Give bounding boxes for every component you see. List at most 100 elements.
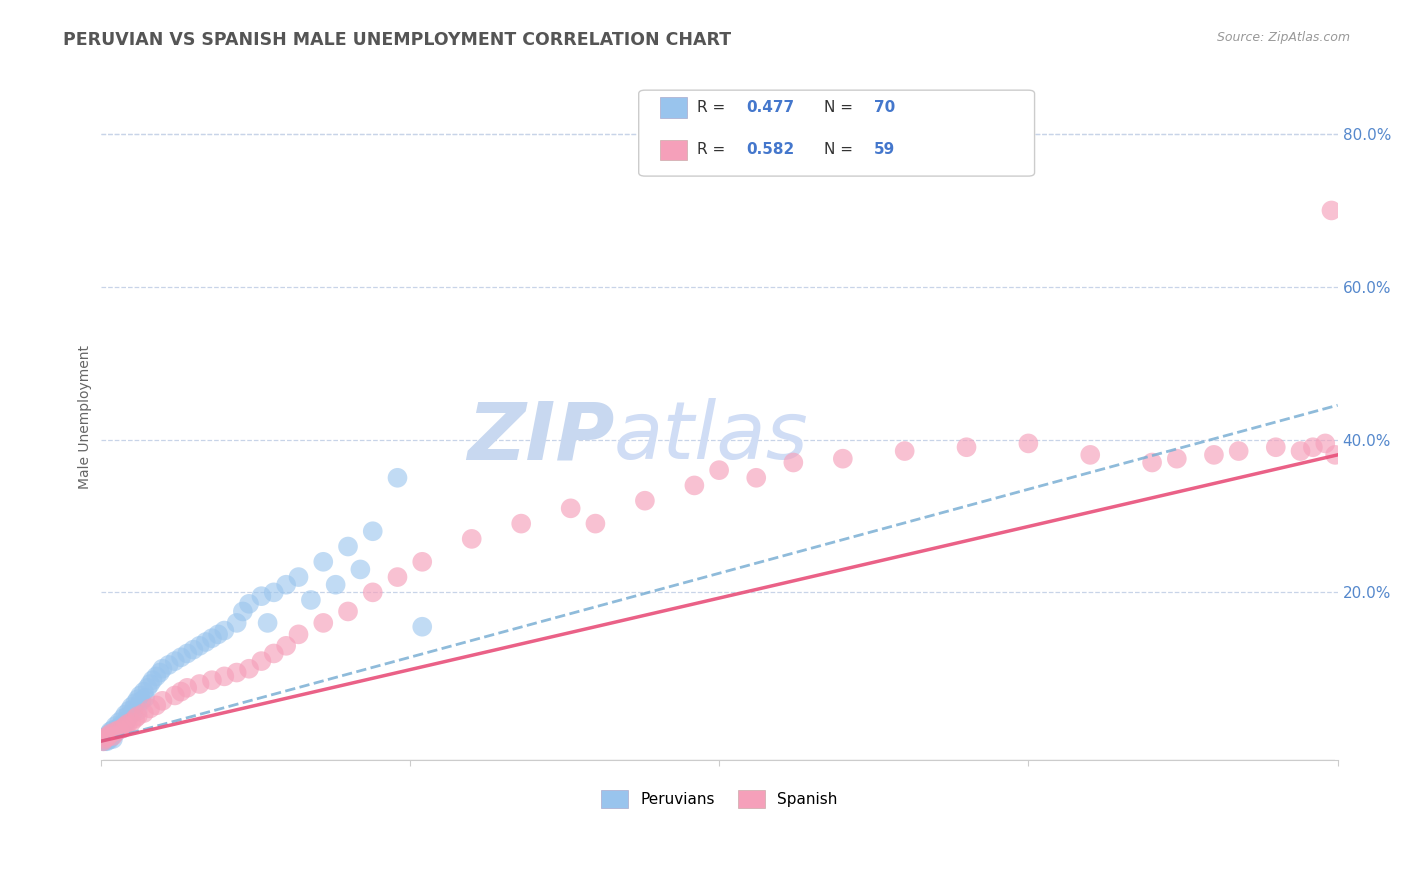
Text: Source: ZipAtlas.com: Source: ZipAtlas.com xyxy=(1216,31,1350,45)
Point xyxy=(411,620,433,634)
Point xyxy=(287,570,309,584)
Point xyxy=(142,673,165,688)
Point xyxy=(188,639,211,653)
Point xyxy=(107,721,129,735)
Point xyxy=(98,732,121,747)
Point xyxy=(387,570,409,584)
Point xyxy=(157,657,180,672)
Point xyxy=(1320,203,1343,218)
FancyBboxPatch shape xyxy=(659,97,688,118)
Point xyxy=(100,729,122,743)
Point xyxy=(127,709,149,723)
Point xyxy=(124,711,146,725)
Point xyxy=(96,731,118,745)
Point xyxy=(100,731,122,745)
Point xyxy=(312,615,335,630)
Point xyxy=(96,731,118,745)
Point xyxy=(299,593,322,607)
Point xyxy=(111,711,134,725)
Text: 70: 70 xyxy=(873,100,896,115)
Point xyxy=(129,689,152,703)
Point xyxy=(132,706,155,720)
Point xyxy=(176,647,198,661)
Point xyxy=(201,673,224,688)
Point xyxy=(108,723,131,737)
Point xyxy=(183,642,205,657)
Point xyxy=(194,635,217,649)
Point xyxy=(634,493,657,508)
Point xyxy=(1202,448,1225,462)
Point xyxy=(110,719,132,733)
Point xyxy=(101,731,124,746)
Point xyxy=(707,463,730,477)
Point xyxy=(387,471,409,485)
Point xyxy=(118,704,141,718)
Point xyxy=(176,681,198,695)
Point xyxy=(139,701,162,715)
Point xyxy=(276,639,298,653)
Point xyxy=(232,604,254,618)
Point xyxy=(98,726,121,740)
Point xyxy=(683,478,706,492)
Point xyxy=(583,516,606,531)
Point xyxy=(127,704,149,718)
Point xyxy=(1140,456,1163,470)
Point xyxy=(312,555,335,569)
Point xyxy=(111,721,134,735)
Point xyxy=(96,734,118,748)
Point xyxy=(510,516,533,531)
Point xyxy=(893,444,915,458)
Point xyxy=(201,631,224,645)
Point xyxy=(91,734,114,748)
Point xyxy=(117,716,139,731)
Point xyxy=(163,654,186,668)
Point xyxy=(170,650,193,665)
Point xyxy=(263,647,285,661)
Point xyxy=(287,627,309,641)
Point xyxy=(955,440,977,454)
Point xyxy=(170,684,193,698)
Point xyxy=(149,665,172,680)
Point xyxy=(100,724,122,739)
Point xyxy=(163,689,186,703)
Point xyxy=(114,719,136,733)
Point xyxy=(93,734,115,748)
Point xyxy=(831,451,853,466)
Point xyxy=(101,729,124,743)
Point xyxy=(1078,448,1101,462)
Point xyxy=(127,692,149,706)
Point xyxy=(461,532,484,546)
FancyBboxPatch shape xyxy=(659,140,688,161)
Point xyxy=(188,677,211,691)
Point xyxy=(250,589,273,603)
Point xyxy=(145,669,167,683)
Point xyxy=(256,615,278,630)
Text: 0.477: 0.477 xyxy=(747,100,794,115)
Point xyxy=(122,701,145,715)
Point xyxy=(97,731,120,746)
Point xyxy=(152,662,174,676)
Point xyxy=(136,681,159,695)
Point xyxy=(1324,448,1347,462)
Point xyxy=(325,578,347,592)
FancyBboxPatch shape xyxy=(638,90,1035,176)
Text: R =: R = xyxy=(697,100,730,115)
Point xyxy=(214,669,236,683)
Point xyxy=(108,715,131,730)
Point xyxy=(225,615,247,630)
Point xyxy=(782,456,804,470)
Point xyxy=(1166,451,1188,466)
Point xyxy=(115,714,138,728)
Point xyxy=(145,698,167,713)
Point xyxy=(361,585,384,599)
Point xyxy=(745,471,768,485)
Point xyxy=(560,501,582,516)
Point xyxy=(361,524,384,539)
Point xyxy=(101,723,124,737)
Point xyxy=(97,729,120,743)
Text: N =: N = xyxy=(824,100,858,115)
Point xyxy=(337,540,360,554)
Y-axis label: Male Unemployment: Male Unemployment xyxy=(79,344,93,489)
Point xyxy=(238,597,260,611)
Point xyxy=(103,726,125,740)
